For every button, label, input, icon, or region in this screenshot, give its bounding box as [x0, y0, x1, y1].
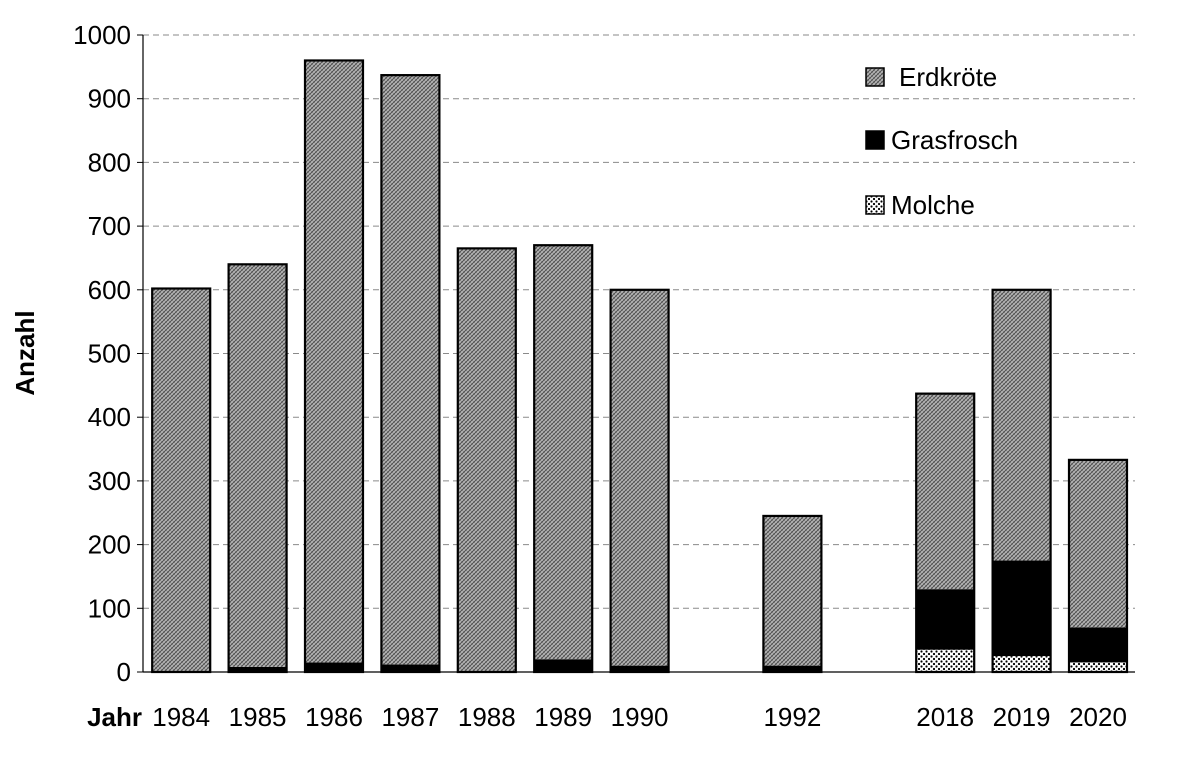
- bar-segment-erdkröte-1990: [610, 289, 669, 666]
- x-tick-label: 1989: [534, 702, 592, 732]
- bar-segment-erdkröte-1984: [152, 288, 211, 672]
- bar-stack-1987: [380, 74, 441, 674]
- axes: [142, 35, 1135, 673]
- bar-stack-1985: [227, 263, 288, 674]
- legend-label: Grasfrosch: [891, 125, 1018, 155]
- bar-segment-erdkröte-2020: [1069, 459, 1127, 628]
- y-axis-ticks: 0 100 200 300 400 500 600 700 800 900 1000: [73, 20, 143, 687]
- bar-segment-erdkröte-1987: [381, 75, 440, 665]
- y-axis-label: Anzahl: [10, 310, 40, 395]
- bar-segment-grasfrosch-1989: [534, 659, 593, 672]
- bar-stack-1990: [609, 288, 670, 674]
- bar-stack-1992: [762, 514, 823, 674]
- x-tick-label: 1986: [305, 702, 363, 732]
- y-tick-label: 100: [88, 593, 131, 623]
- x-tick-label: 1990: [611, 702, 669, 732]
- legend-item-erdkröte: Erdkröte: [865, 62, 997, 92]
- bar-segment-molche-2019: [992, 656, 1051, 672]
- y-tick-label: 400: [88, 402, 131, 432]
- bar-segment-erdkröte-1989: [534, 245, 593, 660]
- bar-stack-2020: [1067, 458, 1129, 674]
- bar-stack-2018: [915, 392, 976, 674]
- bar-segment-grasfrosch-2019: [992, 560, 1051, 657]
- y-tick-label: 200: [88, 530, 131, 560]
- bar-segment-erdkröte-1986: [305, 60, 363, 663]
- bar-segment-grasfrosch-1985: [228, 666, 287, 672]
- legend-swatch: [865, 67, 885, 87]
- x-tick-label: 2018: [916, 702, 974, 732]
- y-tick-label: 1000: [73, 20, 131, 50]
- bars: [151, 59, 1129, 674]
- bar-segment-grasfrosch-2020: [1069, 627, 1127, 663]
- bar-segment-erdkröte-2018: [916, 393, 975, 590]
- bar-segment-grasfrosch-1986: [305, 662, 363, 672]
- x-tick-label: 1992: [763, 702, 821, 732]
- y-tick-label: 600: [88, 275, 131, 305]
- bar-segment-molche-2020: [1069, 662, 1127, 672]
- y-tick-label: 500: [88, 339, 131, 369]
- bar-segment-erdkröte-1992: [763, 515, 822, 666]
- legend-swatch: [865, 195, 885, 215]
- legend-label: Molche: [891, 190, 975, 220]
- x-tick-label: 1987: [381, 702, 439, 732]
- bar-segment-erdkröte-1988: [457, 248, 516, 672]
- x-tick-label: 1984: [152, 702, 210, 732]
- bar-segment-grasfrosch-2018: [916, 589, 975, 650]
- bar-stack-1984: [151, 287, 212, 674]
- bar-segment-grasfrosch-1992: [763, 665, 822, 672]
- bar-stack-1988: [456, 247, 517, 674]
- y-tick-label: 700: [88, 211, 131, 241]
- legend-item-molche: Molche: [865, 190, 975, 220]
- y-tick-label: 800: [88, 147, 131, 177]
- bar-stack-2019: [991, 288, 1052, 674]
- legend-label: Erdkröte: [899, 62, 997, 92]
- x-tick-label: 2019: [993, 702, 1051, 732]
- bar-segment-grasfrosch-1987: [381, 664, 440, 672]
- bar-stack-1989: [533, 244, 594, 674]
- x-tick-label: 1988: [458, 702, 516, 732]
- x-axis-label: Jahr: [87, 702, 142, 732]
- x-tick-label: 1985: [229, 702, 287, 732]
- x-axis-ticks: 1984 1985 1986 1987 1988 1989 1990 1992 2018 2019…: [152, 702, 1127, 732]
- legend-swatch: [865, 130, 885, 150]
- bar-segment-erdkröte-1985: [228, 264, 287, 667]
- legend: Erdkröte Grasfrosch Molche: [865, 62, 1018, 220]
- y-tick-label: 900: [88, 84, 131, 114]
- bar-segment-molche-2018: [916, 649, 975, 672]
- y-tick-label: 300: [88, 466, 131, 496]
- y-tick-label: 0: [117, 657, 131, 687]
- bar-segment-grasfrosch-1990: [610, 665, 669, 672]
- bar-segment-erdkröte-2019: [992, 289, 1051, 561]
- bar-stack-1986: [303, 59, 365, 674]
- legend-item-grasfrosch: Grasfrosch: [865, 125, 1018, 155]
- x-tick-label: 2020: [1069, 702, 1127, 732]
